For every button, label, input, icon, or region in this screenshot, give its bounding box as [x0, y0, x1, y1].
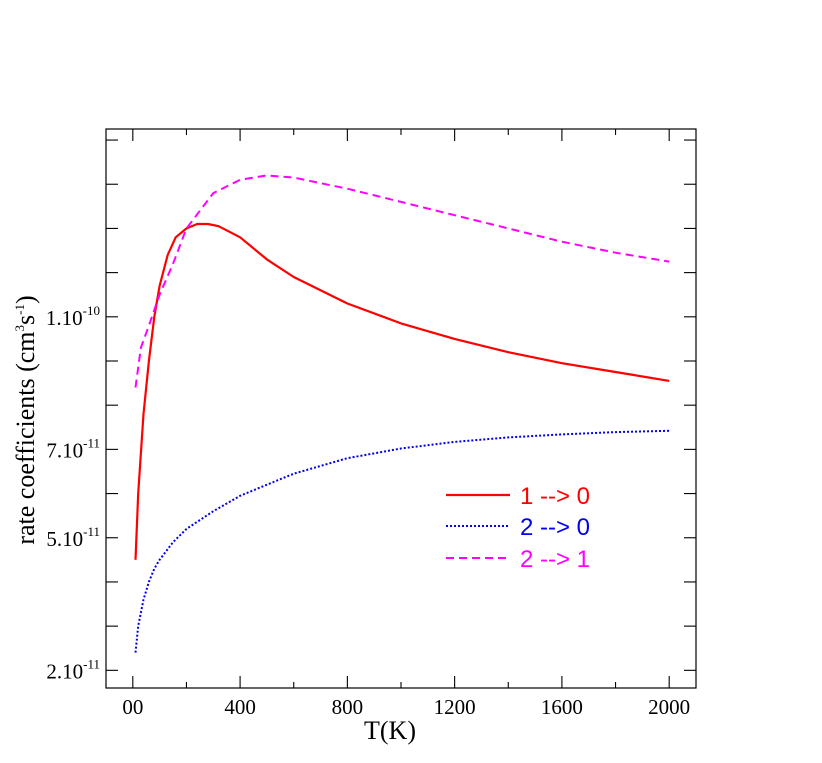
y-tick-label: 2.10-11 [46, 656, 100, 683]
x-tick-label: 00 [122, 695, 143, 719]
y-axis-title-main: rate coefficients (cm [11, 331, 40, 544]
legend-label-2-1: 2 --> 1 [520, 546, 590, 573]
y-axis-title-sup1: 3 [12, 325, 27, 332]
x-tick-label: 800 [332, 695, 364, 719]
x-tick-label: 1200 [434, 695, 476, 719]
x-axis-title: T(K) [364, 716, 416, 745]
tick-labels: 00 400 800 1200 1600 2000 2.10-11 5.10-11 7.10-1… [46, 303, 690, 719]
y-axis-title: rate coefficients (cm3s-1) [11, 295, 40, 544]
x-tick-label: 1600 [541, 695, 583, 719]
y-axis-title-end: ) [11, 295, 40, 304]
x-tick-label: 2000 [648, 695, 690, 719]
legend-label-2-0: 2 --> 0 [520, 514, 590, 541]
series-line-2-1 [134, 174, 670, 388]
x-tick-label: 400 [224, 695, 256, 719]
y-tick-label: 1.10-10 [46, 303, 100, 330]
legend: 1 --> 0 2 --> 0 2 --> 1 [446, 483, 590, 573]
y-tick-label: 7.10-11 [46, 435, 100, 462]
y-tick-label: 5.10-11 [46, 524, 100, 551]
y-axis-title-mid: s [11, 315, 40, 325]
series-lines [134, 174, 670, 653]
plot-frame [105, 128, 697, 689]
legend-label-1-0: 1 --> 0 [520, 483, 590, 510]
y-axis-title-sup2: -1 [12, 304, 27, 315]
series-line-1-0 [134, 222, 670, 560]
series-line-2-0 [134, 429, 670, 653]
axis-ticks [106, 129, 696, 688]
